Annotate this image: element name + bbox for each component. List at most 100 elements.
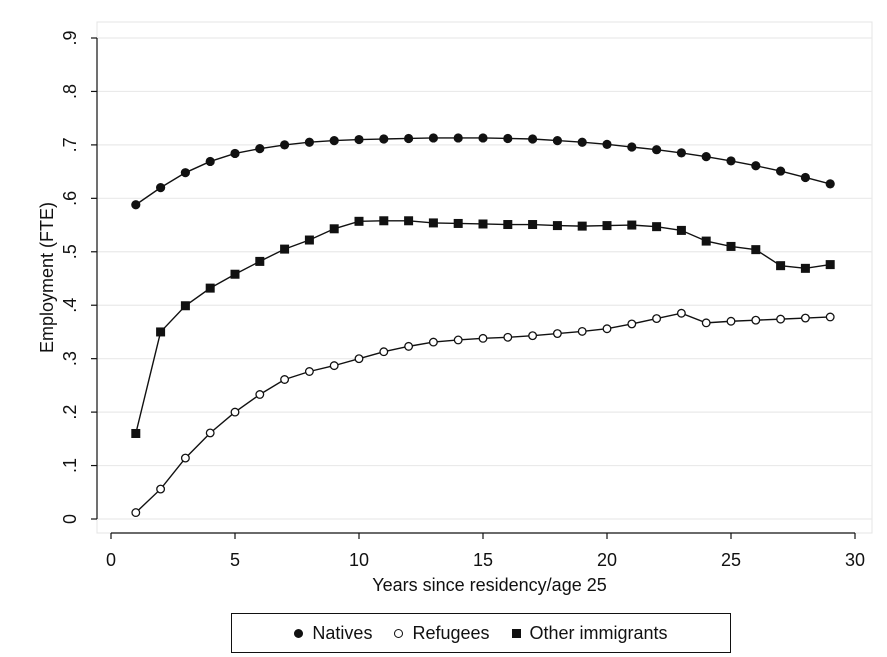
point-refugees-24 <box>701 318 711 328</box>
point-other-immigrants-6 <box>255 256 265 266</box>
point-refugees-20 <box>602 324 612 334</box>
point-other-immigrants-4 <box>205 283 215 293</box>
y-tick-label-4: .4 <box>60 298 80 313</box>
x-tick-label-0: 0 <box>106 550 116 570</box>
point-other-immigrants-1 <box>131 428 141 438</box>
y-tick-label-0: 0 <box>60 514 80 524</box>
y-tick-label-1: .1 <box>60 458 80 473</box>
point-other-immigrants-8 <box>304 235 314 245</box>
point-other-immigrants-14 <box>453 218 463 228</box>
point-refugees-2 <box>156 484 166 494</box>
point-natives-5 <box>230 148 240 159</box>
point-natives-26 <box>751 161 761 171</box>
point-other-immigrants-26 <box>751 245 761 255</box>
point-natives-29 <box>825 179 835 189</box>
point-other-immigrants-9 <box>329 224 339 234</box>
point-refugees-19 <box>577 326 587 336</box>
legend-item-natives: Natives <box>294 623 372 644</box>
y-axis-label: Employment (FTE) <box>37 202 57 353</box>
point-other-immigrants-7 <box>280 244 290 254</box>
point-other-immigrants-27 <box>776 261 786 271</box>
point-refugees-9 <box>329 361 339 371</box>
legend-item-refugees: Refugees <box>394 623 490 644</box>
point-refugees-18 <box>552 329 562 338</box>
point-refugees-5 <box>230 407 240 417</box>
y-tick-label-7: .7 <box>60 137 80 152</box>
point-other-immigrants-22 <box>652 222 662 232</box>
point-natives-23 <box>676 148 687 158</box>
point-natives-9 <box>329 136 339 146</box>
x-tick-label-4: 20 <box>597 550 617 570</box>
x-tick-label-6: 30 <box>845 550 865 570</box>
point-natives-18 <box>552 136 563 146</box>
legend-label-natives: Natives <box>312 622 373 643</box>
x-tick-label-3: 15 <box>473 550 493 570</box>
point-refugees-6 <box>255 390 265 399</box>
point-natives-28 <box>800 172 811 183</box>
point-natives-24 <box>701 152 711 162</box>
legend-label-other-immigrants: Other immigrants <box>529 622 668 643</box>
x-tick-label-1: 5 <box>230 550 240 570</box>
point-natives-8 <box>304 137 314 147</box>
point-other-immigrants-13 <box>428 218 438 228</box>
point-other-immigrants-11 <box>379 216 389 226</box>
point-other-immigrants-19 <box>577 221 587 231</box>
point-refugees-8 <box>304 367 314 376</box>
point-natives-19 <box>577 137 587 147</box>
point-natives-22 <box>652 145 662 155</box>
point-natives-20 <box>602 139 612 149</box>
point-refugees-4 <box>205 428 215 438</box>
point-other-immigrants-2 <box>156 327 166 337</box>
point-refugees-15 <box>478 333 488 343</box>
plot-area <box>96 21 873 534</box>
point-natives-27 <box>776 166 786 176</box>
point-refugees-21 <box>627 319 637 329</box>
legend-marker-natives <box>294 628 304 638</box>
legend-item-other-immigrants: Other immigrants <box>511 622 668 644</box>
point-natives-25 <box>726 156 736 166</box>
legend-marker-other-immigrants <box>511 628 521 638</box>
point-refugees-1 <box>131 508 141 518</box>
legend-marker-refugees <box>394 628 404 638</box>
point-natives-6 <box>255 144 265 154</box>
point-other-immigrants-3 <box>180 301 190 311</box>
point-other-immigrants-5 <box>230 269 240 279</box>
point-natives-1 <box>131 200 141 210</box>
point-natives-14 <box>453 133 463 143</box>
y-tick-label-2: .2 <box>60 405 80 420</box>
point-natives-21 <box>627 142 637 152</box>
point-refugees-10 <box>354 354 364 364</box>
legend: Natives Refugees Other immigrants <box>231 613 731 653</box>
y-tick-label-3: .3 <box>60 351 80 366</box>
point-natives-17 <box>528 134 538 144</box>
point-other-immigrants-21 <box>627 220 637 230</box>
point-natives-12 <box>404 133 414 144</box>
point-refugees-3 <box>180 453 190 463</box>
x-axis-label: Years since residency/age 25 <box>372 575 606 595</box>
y-tick-label-9: .9 <box>60 30 80 45</box>
point-other-immigrants-20 <box>602 221 612 231</box>
point-refugees-12 <box>404 341 414 351</box>
point-natives-11 <box>379 134 389 144</box>
point-other-immigrants-29 <box>825 260 835 270</box>
point-refugees-22 <box>652 314 662 324</box>
point-natives-4 <box>205 156 215 167</box>
point-other-immigrants-16 <box>503 220 513 230</box>
point-natives-2 <box>156 183 166 193</box>
point-refugees-25 <box>726 316 736 326</box>
y-tick-label-8: .8 <box>60 84 80 99</box>
point-other-immigrants-23 <box>676 225 686 235</box>
point-refugees-26 <box>751 315 761 325</box>
point-other-immigrants-25 <box>726 241 736 251</box>
point-refugees-29 <box>825 312 835 322</box>
point-other-immigrants-10 <box>354 216 364 226</box>
point-refugees-7 <box>280 375 290 384</box>
point-refugees-11 <box>379 347 389 357</box>
point-natives-15 <box>478 133 488 143</box>
point-refugees-28 <box>800 313 810 323</box>
point-natives-7 <box>280 140 290 150</box>
point-other-immigrants-24 <box>701 236 711 246</box>
point-other-immigrants-18 <box>552 221 562 231</box>
point-other-immigrants-28 <box>800 263 810 273</box>
